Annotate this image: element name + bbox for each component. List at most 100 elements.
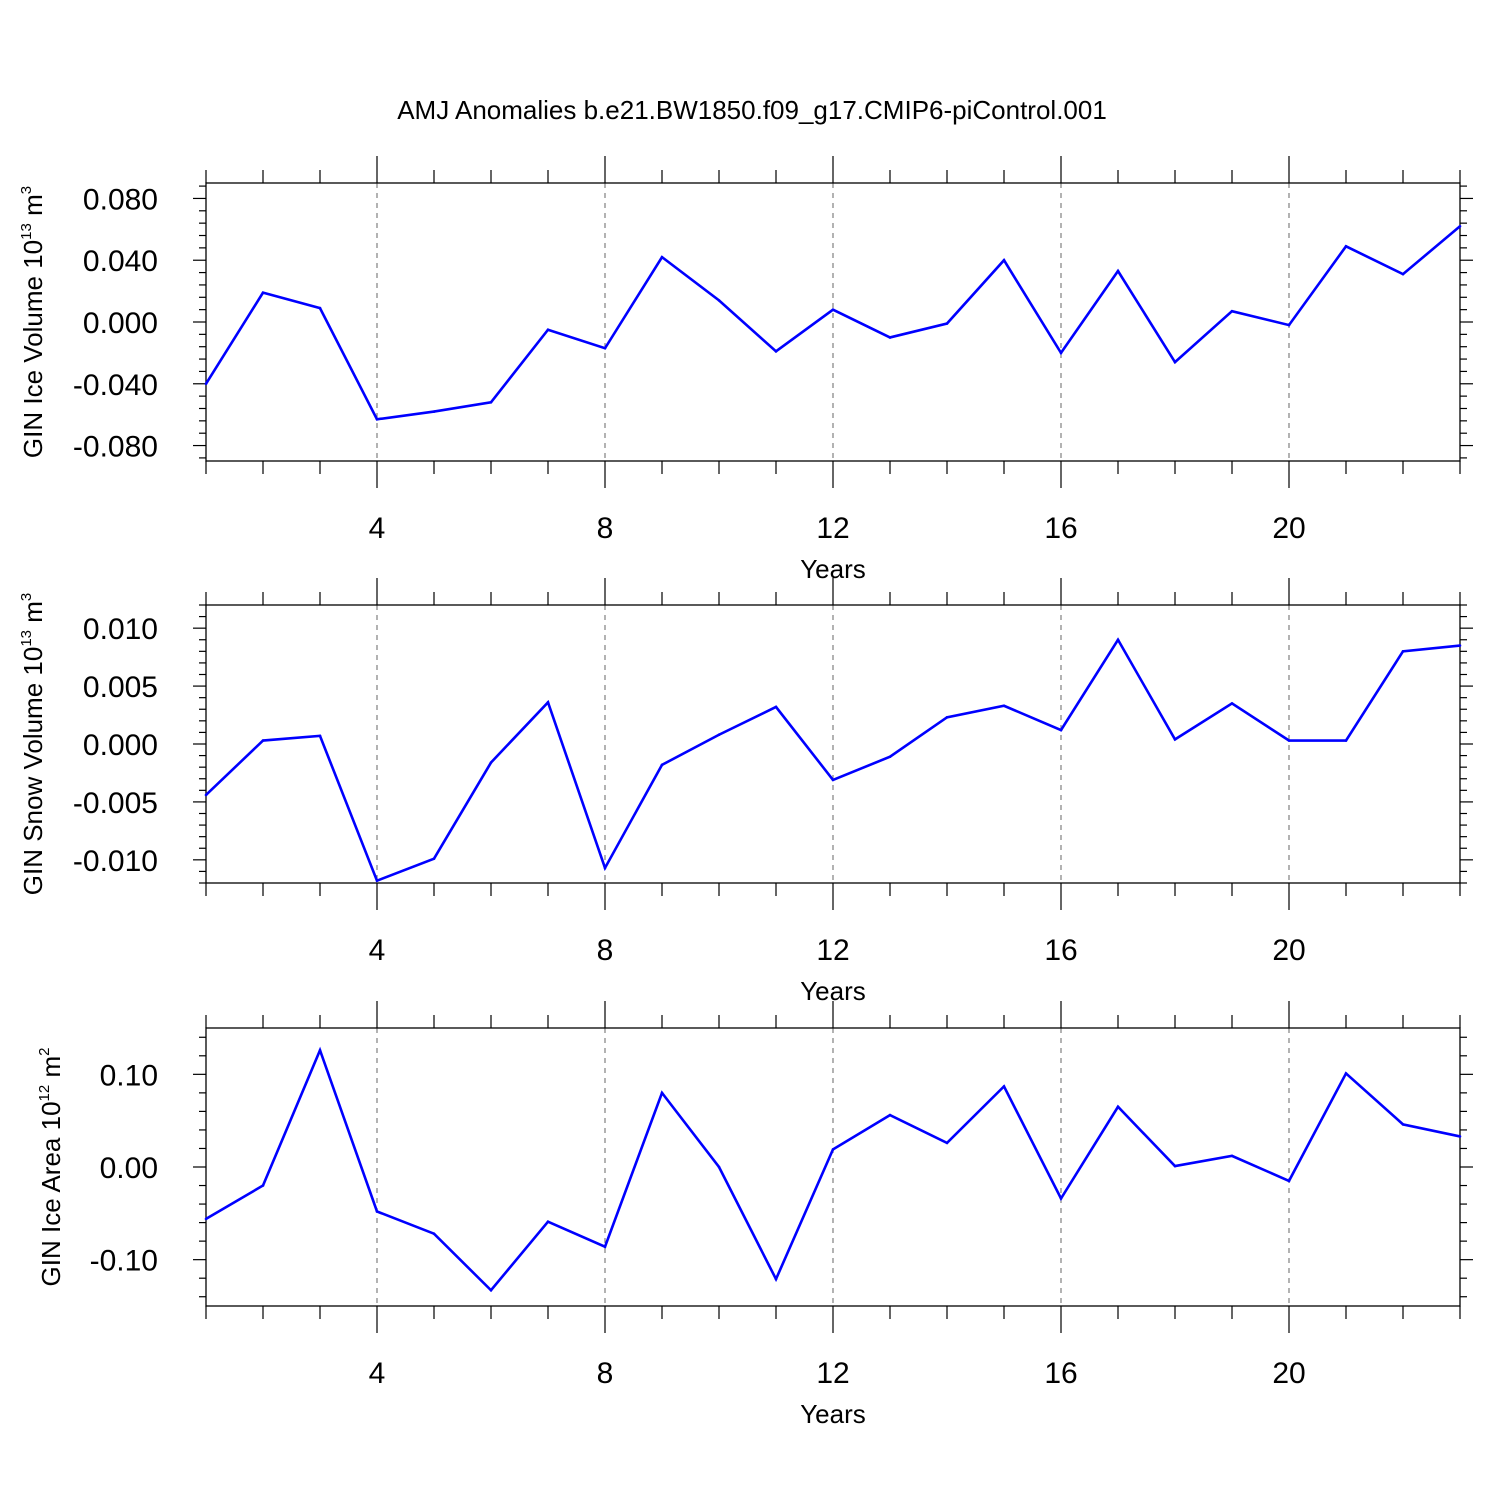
data-point xyxy=(375,418,379,421)
data-point xyxy=(489,761,493,764)
data-point xyxy=(717,733,721,737)
x-tick-label: 16 xyxy=(1044,934,1077,967)
data-point xyxy=(489,401,493,404)
data-point xyxy=(774,1277,778,1281)
y-tick-label: 0.10 xyxy=(100,1059,158,1092)
data-point xyxy=(1458,224,1462,228)
x-tick-label: 12 xyxy=(816,1357,849,1390)
data-point xyxy=(204,1217,208,1221)
data-point xyxy=(717,1165,721,1169)
data-point xyxy=(831,1148,835,1151)
data-point xyxy=(1059,351,1063,355)
x-tick-label: 4 xyxy=(369,934,386,967)
y-tick-label: -0.005 xyxy=(73,787,158,820)
x-tick-label: 20 xyxy=(1272,512,1305,545)
data-point xyxy=(945,1141,949,1145)
data-point xyxy=(1116,638,1120,642)
data-point xyxy=(1230,702,1234,705)
data-point xyxy=(603,1245,607,1248)
data-point xyxy=(261,739,265,742)
y-axis-title-unit-sup: 2 xyxy=(36,1048,53,1056)
data-point xyxy=(546,701,550,704)
y-axis-title-sup: 13 xyxy=(18,630,35,647)
data-point xyxy=(774,350,778,353)
data-point xyxy=(1344,739,1348,742)
data-point xyxy=(1401,650,1405,653)
x-tick-label: 20 xyxy=(1272,1357,1305,1390)
x-tick-label: 16 xyxy=(1044,1357,1077,1390)
data-point xyxy=(888,755,892,759)
data-point xyxy=(1002,258,1006,262)
chart-panel-1: 4 8 12 16 20-0.080-0.0400.0000.0400.080Years… xyxy=(18,156,1473,584)
data-point xyxy=(318,306,322,310)
y-tick-label: -0.080 xyxy=(73,431,158,464)
data-point xyxy=(1458,1135,1462,1138)
data-point xyxy=(546,1220,550,1223)
data-point xyxy=(660,255,664,259)
y-tick-label: 0.005 xyxy=(83,671,158,704)
x-tick-label: 8 xyxy=(597,1357,614,1390)
y-axis-title-sup: 13 xyxy=(18,223,35,240)
y-tick-label: 0.000 xyxy=(83,729,158,762)
y-tick-label: 0.010 xyxy=(83,613,158,646)
x-tick-label: 12 xyxy=(816,512,849,545)
y-tick-label: 0.040 xyxy=(83,245,158,278)
y-axis-title-unit: m xyxy=(18,194,48,223)
data-point xyxy=(1401,1123,1405,1126)
x-tick-label: 20 xyxy=(1272,934,1305,967)
x-tick-label: 4 xyxy=(369,1357,386,1390)
data-point xyxy=(1287,739,1291,742)
data-point xyxy=(432,1232,436,1236)
x-tick-label: 16 xyxy=(1044,512,1077,545)
data-point xyxy=(1287,323,1291,327)
data-point xyxy=(1002,1085,1006,1088)
data-point xyxy=(660,763,664,767)
data-point xyxy=(1173,1164,1177,1168)
y-axis-title-text: GIN Ice Volume 10 xyxy=(18,240,48,458)
data-point xyxy=(318,734,322,738)
y-axis-title-unit: m xyxy=(18,601,48,630)
y-tick-label: -0.010 xyxy=(73,845,158,878)
x-tick-label: 8 xyxy=(597,512,614,545)
y-axis-title-sup: 12 xyxy=(36,1085,53,1102)
y-axis-title: GIN Ice Volume 1013 m3 xyxy=(18,186,48,458)
x-tick-label: 4 xyxy=(369,512,386,545)
data-point xyxy=(1230,1154,1234,1158)
data-point xyxy=(888,1113,892,1117)
data-point xyxy=(432,857,436,860)
figure-title: AMJ Anomalies b.e21.BW1850.f09_g17.CMIP6… xyxy=(397,95,1107,125)
data-point xyxy=(204,793,208,797)
data-point xyxy=(204,382,208,386)
data-point xyxy=(1344,1072,1348,1075)
chart-panels: 4 8 12 16 20 -0.080 -0.040 0.000 0.040 0.080 Years… xyxy=(18,156,1473,1429)
data-point xyxy=(603,346,607,350)
y-tick-label: -0.10 xyxy=(90,1245,158,1278)
data-point xyxy=(1002,704,1006,708)
data-point xyxy=(603,866,607,870)
y-axis-title-unit-sup: 3 xyxy=(18,186,35,194)
x-axis-title: Years xyxy=(800,1399,866,1429)
data-point xyxy=(1116,269,1120,273)
data-point xyxy=(1059,728,1063,732)
y-axis-title: GIN Ice Area 1012 m2 xyxy=(36,1048,66,1287)
x-tick-label: 12 xyxy=(816,934,849,967)
data-point xyxy=(1173,738,1177,741)
y-tick-label: 0.080 xyxy=(83,183,158,216)
data-point xyxy=(261,291,265,294)
x-tick-label: 8 xyxy=(597,934,614,967)
y-axis-title-unit-sup: 3 xyxy=(18,593,35,601)
data-point xyxy=(489,1288,493,1292)
y-axis-title-text: GIN Ice Area 10 xyxy=(36,1101,66,1286)
data-point xyxy=(717,299,721,302)
data-point xyxy=(375,1210,379,1213)
data-point xyxy=(945,322,949,325)
data-point xyxy=(1116,1105,1120,1109)
data-point xyxy=(1287,1179,1291,1183)
chart-panel-3: 4 8 12 16 20 -0.10 0.00 0.10 Years GIN Ice Area 1… xyxy=(36,1001,1473,1429)
data-point xyxy=(375,879,379,882)
data-point xyxy=(1401,272,1405,276)
data-point xyxy=(945,716,949,719)
data-point xyxy=(1458,644,1462,647)
y-tick-label: 0.00 xyxy=(100,1152,158,1185)
data-point xyxy=(831,308,835,311)
